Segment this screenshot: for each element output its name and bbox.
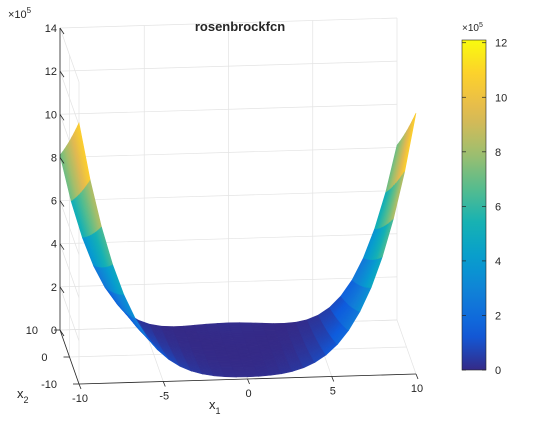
x-tick-mark — [78, 383, 82, 390]
surface-patch — [403, 112, 417, 173]
z-tick-mark — [59, 200, 65, 207]
z-tick-mark — [59, 27, 65, 35]
colorbar — [461, 39, 487, 371]
z-tick-label: 14 — [45, 23, 57, 35]
surface-patch — [223, 374, 237, 378]
surface-mesh — [59, 112, 417, 378]
x-axis-label: x1 — [209, 397, 221, 416]
z-tick-mark — [59, 70, 65, 78]
y-tick-label: -10 — [41, 379, 57, 391]
colorbar-tick-label: 6 — [495, 201, 501, 213]
z-exponent-label: ×105 — [8, 6, 32, 21]
y-tick-label: 0 — [41, 352, 47, 364]
x-tick-mark — [331, 376, 335, 382]
x-tick-label: 0 — [245, 388, 251, 400]
colorbar-tick-label: 10 — [495, 92, 507, 104]
z-tick-label: 4 — [51, 239, 57, 251]
colorbar-tick-label: 0 — [495, 365, 501, 377]
z-tick-mark — [59, 243, 65, 250]
x-tick-label: 5 — [330, 386, 336, 398]
y-tick-label: 10 — [26, 325, 38, 337]
z-tick-label: 2 — [51, 282, 57, 294]
colorbar-tick-label: 2 — [495, 310, 501, 322]
z-tick-mark — [59, 157, 65, 164]
x-tick-label: -10 — [72, 393, 88, 405]
x-tick-mark — [247, 378, 250, 385]
colorbar-tick-label: 8 — [495, 147, 501, 159]
x-tick-label: 10 — [411, 383, 423, 395]
surface-patch — [246, 374, 260, 378]
x-tick-mark — [415, 373, 419, 380]
z-tick-mark — [59, 286, 65, 294]
x-tick-mark — [162, 381, 166, 387]
colorbar-tick-label: 12 — [495, 38, 507, 50]
z-tick-label: 10 — [45, 109, 57, 121]
surface-patch — [235, 374, 248, 378]
colorbar-tick-label: 4 — [495, 256, 501, 268]
z-tick-mark — [59, 329, 65, 337]
z-tick-label: 0 — [51, 325, 57, 337]
z-tick-label: 12 — [45, 66, 57, 78]
x-tick-label: -5 — [159, 391, 169, 403]
z-tick-mark — [59, 114, 65, 121]
tick-labels: -10 -5 0 5 10 -10 0 10 0 2 4 6 8 10 12 14 — [26, 23, 423, 405]
y-axis-label: x2 — [17, 386, 29, 405]
z-tick-label: 6 — [51, 196, 57, 208]
colorbar-ticks: 0 2 4 6 8 10 12 — [462, 38, 507, 377]
colorbar-exponent-label: ×105 — [462, 22, 483, 34]
z-tick-label: 8 — [51, 152, 57, 164]
chart-title: rosenbrockfcn — [195, 19, 285, 34]
